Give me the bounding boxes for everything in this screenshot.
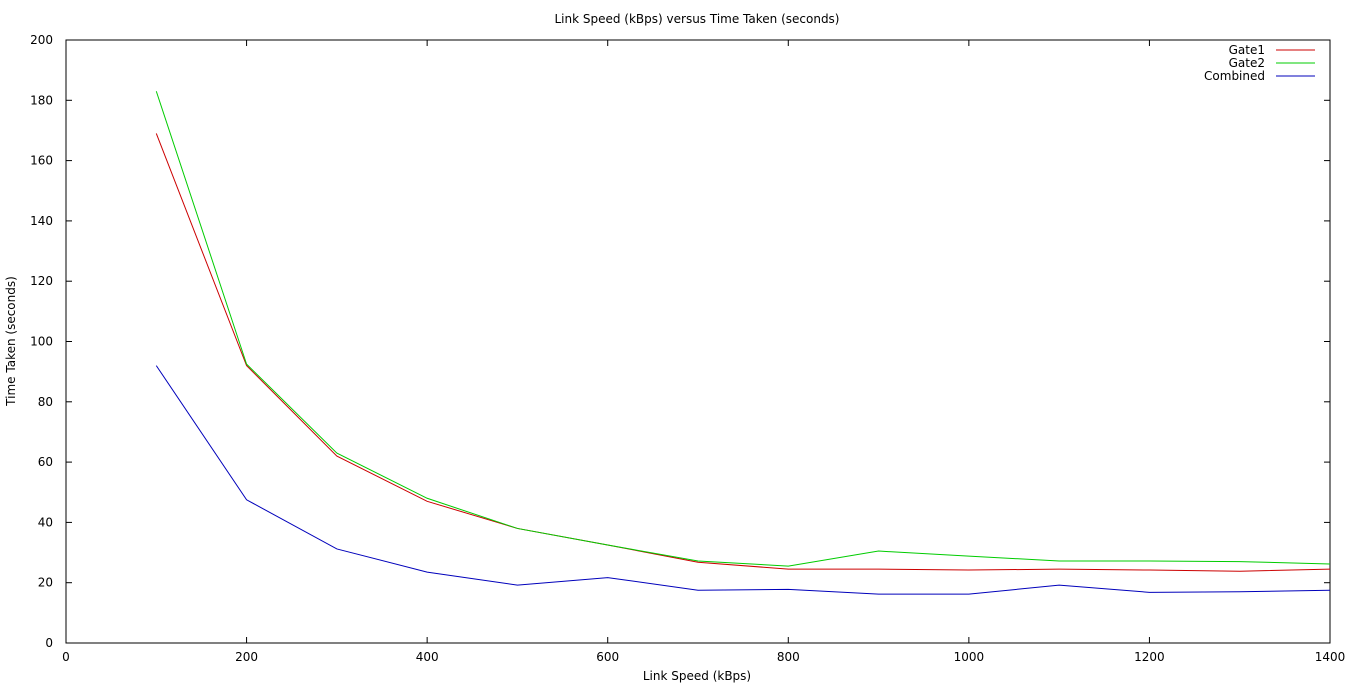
y-tick-label: 120 — [30, 274, 53, 288]
y-tick-label: 80 — [38, 395, 53, 409]
x-tick-label: 200 — [235, 650, 258, 664]
y-tick-label: 0 — [45, 636, 53, 650]
y-tick-label: 40 — [38, 515, 53, 529]
series-lines — [155, 91, 1331, 595]
y-tick-label: 140 — [30, 214, 53, 228]
x-tick-label: 400 — [416, 650, 439, 664]
y-tick-label: 180 — [30, 93, 53, 107]
x-tick-label: 600 — [596, 650, 619, 664]
y-tick-label: 200 — [30, 33, 53, 47]
y-tick-label: 60 — [38, 455, 53, 469]
x-axis-label: Link Speed (kBps) — [643, 669, 751, 683]
x-tick-label: 800 — [777, 650, 800, 664]
y-tick-label: 100 — [30, 335, 53, 349]
x-tick-label: 1400 — [1315, 650, 1346, 664]
legend-label-gate2: Gate2 — [1229, 56, 1265, 70]
plot-frame — [65, 39, 1331, 644]
y-tick-label: 20 — [38, 576, 53, 590]
x-tick-label: 0 — [62, 650, 70, 664]
series-line-combined — [155, 365, 1331, 595]
x-tick-label: 1200 — [1134, 650, 1165, 664]
y-axis-label: Time Taken (seconds) — [4, 276, 18, 407]
series-line-gate2 — [155, 91, 1331, 567]
chart-title: Link Speed (kBps) versus Time Taken (sec… — [554, 12, 839, 26]
x-tick-label: 1000 — [954, 650, 985, 664]
y-tick-label: 160 — [30, 154, 53, 168]
legend-label-combined: Combined — [1204, 69, 1265, 83]
axis-ticks: 0 200 400 600 800 1000 1200 1400 0 20 40 60 80 100 120… — [30, 33, 1345, 664]
series-line-gate1 — [155, 133, 1331, 572]
legend-label-gate1: Gate1 — [1229, 43, 1265, 57]
